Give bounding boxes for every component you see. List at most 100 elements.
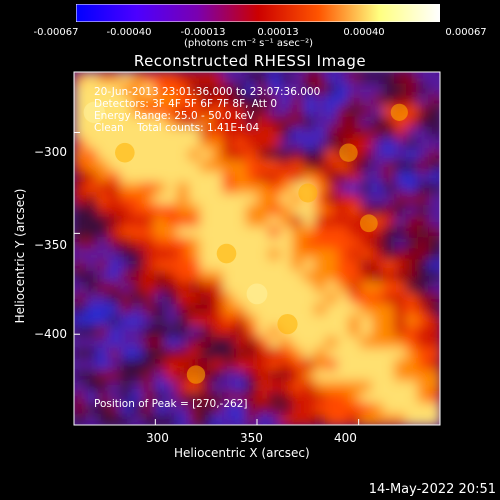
heatmap-cell xyxy=(222,215,236,228)
heatmap-cell xyxy=(176,127,190,140)
heatmap-cell xyxy=(154,336,167,349)
heatmap-cell xyxy=(359,259,373,272)
heatmap-cell xyxy=(154,259,167,272)
heatmap-cell xyxy=(382,94,396,107)
heatmap-cell xyxy=(405,160,419,173)
heatmap-cell xyxy=(142,237,156,250)
heatmap-cell xyxy=(199,358,213,371)
heatmap-cell xyxy=(428,325,440,338)
heatmap-cell xyxy=(257,369,270,382)
heatmap-cell xyxy=(154,105,167,118)
heatmap-cell xyxy=(382,193,396,206)
heatmap-cell xyxy=(211,336,224,349)
heatmap-cell xyxy=(428,259,440,272)
heatmap-cell xyxy=(371,248,384,261)
heatmap-cell xyxy=(154,160,167,173)
heatmap-cell xyxy=(382,336,396,349)
heatmap-cell xyxy=(154,292,167,305)
heatmap-cell xyxy=(96,259,110,272)
heatmap-cell xyxy=(337,292,350,305)
heatmap-cell xyxy=(119,270,133,283)
heatmap-cell xyxy=(119,193,133,206)
heatmap-cell xyxy=(199,182,213,195)
heatmap-cell xyxy=(222,281,236,294)
heatmap-cell xyxy=(142,226,156,239)
heatmap-cell xyxy=(291,94,304,107)
energy-range-label: Energy Range: 25.0 - 50.0 keV xyxy=(94,110,255,122)
heatmap-cell xyxy=(199,292,213,305)
heatmap-cell xyxy=(234,193,247,206)
heatmap-cell xyxy=(348,237,361,250)
heatmap-cell xyxy=(279,402,293,415)
heatmap-cell xyxy=(211,292,224,305)
heatmap-cell xyxy=(394,303,407,316)
heatmap-cell xyxy=(85,270,98,283)
heatmap-cell xyxy=(257,259,270,272)
heatmap-cell xyxy=(359,391,373,404)
heatmap-cell xyxy=(245,237,258,250)
heatmap-cell xyxy=(382,160,396,173)
colorbar xyxy=(76,4,440,22)
heatmap-cell xyxy=(359,270,373,283)
heatmap-cell xyxy=(108,347,121,360)
heatmap-cell xyxy=(131,248,144,261)
heatmap-cell xyxy=(382,347,396,360)
heatmap-cell xyxy=(417,105,430,118)
heatmap-cell xyxy=(96,402,110,415)
heatmap-cell xyxy=(371,72,384,85)
heatmap-cell xyxy=(417,182,430,195)
heatmap-cell xyxy=(394,248,407,261)
heatmap-cell xyxy=(314,303,327,316)
heatmap-cell xyxy=(154,347,167,360)
heatmap-cell xyxy=(108,314,121,327)
heatmap-cell xyxy=(119,160,133,173)
heatmap-cell xyxy=(199,215,213,228)
heatmap-cell xyxy=(74,72,87,85)
heatmap-cell xyxy=(291,149,304,162)
heatmap-cell xyxy=(96,391,110,404)
heatmap-cell xyxy=(291,83,304,96)
heatmap-cell xyxy=(96,94,110,107)
heatmap-cell xyxy=(405,270,419,283)
heatmap-cell xyxy=(211,193,224,206)
heatmap-cell xyxy=(337,303,350,316)
heatmap-cell xyxy=(394,270,407,283)
heatmap-cell xyxy=(211,347,224,360)
heatmap-cell xyxy=(314,369,327,382)
heatmap-cell xyxy=(302,292,316,305)
x-axis-label: Heliocentric X (arcsec) xyxy=(174,446,310,460)
heatmap-cell xyxy=(268,94,281,107)
heatmap-cell xyxy=(291,72,304,85)
heatmap-cell xyxy=(165,83,178,96)
heatmap-cell xyxy=(359,292,373,305)
heatmap-cell xyxy=(74,259,87,272)
heatmap-cell xyxy=(131,270,144,283)
heatmap-cell xyxy=(394,182,407,195)
heatmap-cell xyxy=(359,325,373,338)
heatmap-cell xyxy=(188,292,201,305)
heatmap-cell xyxy=(394,336,407,349)
heatmap-cell xyxy=(142,182,156,195)
heatmap-cell xyxy=(188,204,201,217)
heatmap-cell xyxy=(211,369,224,382)
heatmap-cell xyxy=(188,72,201,85)
heatmap-cell xyxy=(314,182,327,195)
heatmap-cell xyxy=(268,204,281,217)
heatmap-cell xyxy=(188,127,201,140)
heatmap-cell xyxy=(268,83,281,96)
heatmap-cell xyxy=(382,116,396,129)
heatmap-cell xyxy=(417,149,430,162)
heatmap-cell xyxy=(165,94,178,107)
heatmap-cell xyxy=(211,402,224,415)
heatmap-cell xyxy=(96,215,110,228)
heatmap-cell xyxy=(176,369,190,382)
heatmap-cell xyxy=(348,193,361,206)
heatmap-cell xyxy=(359,182,373,195)
heatmap-cell xyxy=(199,149,213,162)
heatmap-cell xyxy=(119,204,133,217)
heatmap-cell xyxy=(291,171,304,184)
heatmap-cell xyxy=(359,413,373,425)
heatmap-cell xyxy=(85,413,98,425)
heatmap-cell xyxy=(268,292,281,305)
heatmap-cell xyxy=(154,270,167,283)
